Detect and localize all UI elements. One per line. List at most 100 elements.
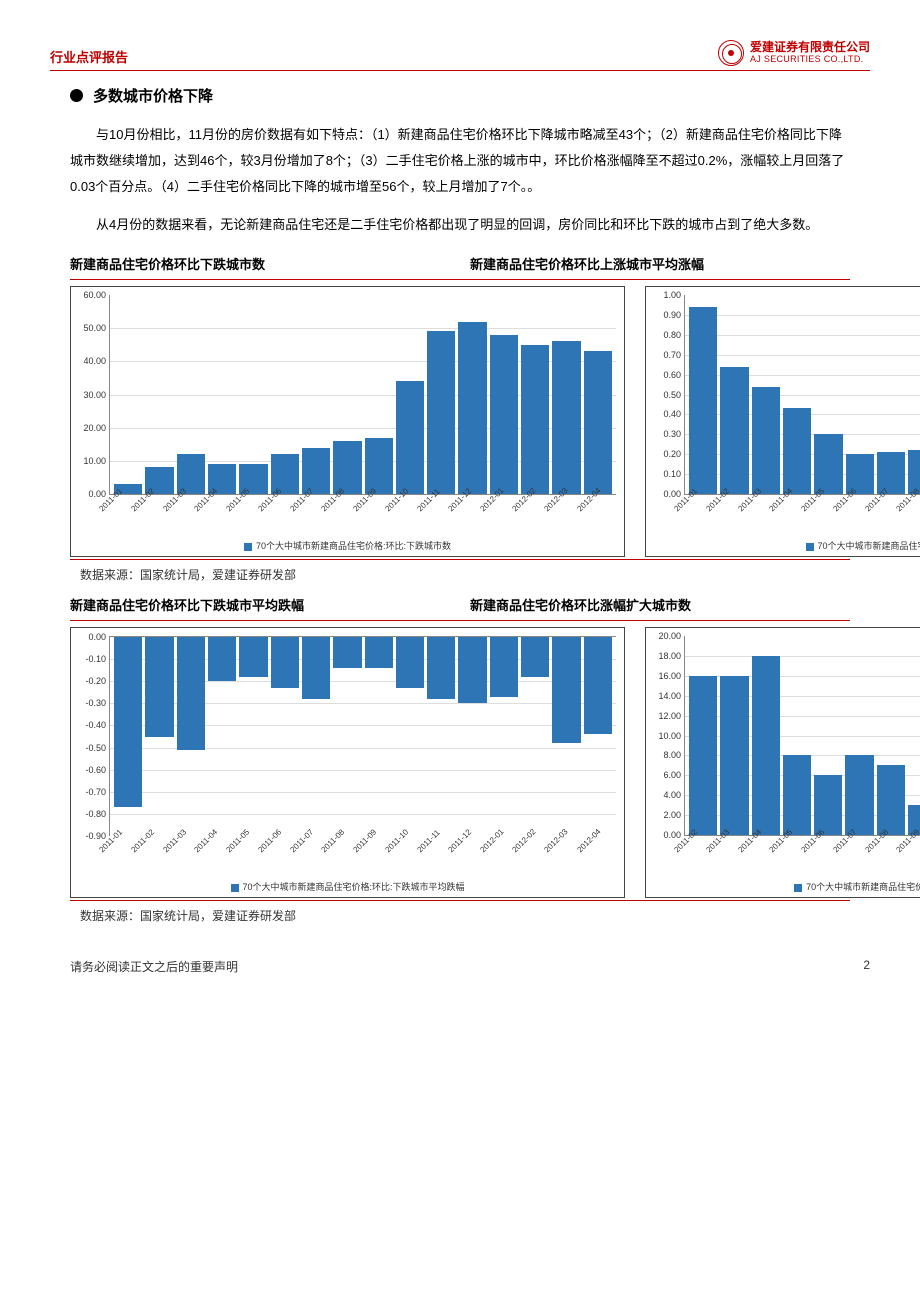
bar xyxy=(271,637,299,688)
bar xyxy=(521,345,549,494)
bar xyxy=(552,637,580,743)
chart-cell: 0.002.004.006.008.0010.0012.0014.0016.00… xyxy=(645,627,920,898)
chart-plot: 0.0010.0020.0030.0040.0050.0060.00 xyxy=(109,295,616,495)
bar xyxy=(752,387,780,494)
bar xyxy=(145,637,173,737)
legend-label: 70个大中城市新建商品住宅价格:环比:涨幅扩大城市数 xyxy=(806,882,920,892)
y-tick-label: 0.00 xyxy=(72,632,106,642)
section-title: 多数城市价格下降 xyxy=(93,85,213,106)
chart-frame: 0.0010.0020.0030.0040.0050.0060.002011-0… xyxy=(70,286,625,557)
paragraph-1: 与10月份相比，11月份的房价数据有如下特点：（1）新建商品住宅价格环比下降城市… xyxy=(70,122,850,200)
doc-type-label: 行业点评报告 xyxy=(50,47,128,66)
bar xyxy=(720,676,748,835)
company-name-en: AJ SECURITIES CO.,LTD. xyxy=(750,55,870,65)
y-tick-label: 40.00 xyxy=(72,356,106,366)
y-tick-label: 0.20 xyxy=(647,449,681,459)
y-tick-label: 0.70 xyxy=(647,350,681,360)
bar xyxy=(490,335,518,494)
charts-row-1: 0.0010.0020.0030.0040.0050.0060.002011-0… xyxy=(50,286,870,557)
logo-icon xyxy=(718,40,744,66)
bars-container xyxy=(685,295,920,494)
bar xyxy=(584,351,612,494)
legend-swatch xyxy=(244,543,252,551)
bar xyxy=(490,637,518,697)
chart-title: 新建商品住宅价格环比下跌城市数 xyxy=(70,250,450,277)
bars-container xyxy=(110,295,616,494)
y-tick-label: 60.00 xyxy=(72,290,106,300)
chart-frame: 0.000.100.200.300.400.500.600.700.800.90… xyxy=(645,286,920,557)
y-tick-label: 20.00 xyxy=(72,423,106,433)
bar xyxy=(365,438,393,494)
chart-titles-row-2: 新建商品住宅价格环比下跌城市平均跌幅 新建商品住宅价格环比涨幅扩大城市数 xyxy=(50,591,870,618)
y-tick-label: 0.80 xyxy=(647,330,681,340)
chart-cell: 0.000.100.200.300.400.500.600.700.800.90… xyxy=(645,286,920,557)
data-source: 数据来源：国家统计局，爱建证券研发部 xyxy=(80,566,870,583)
bar xyxy=(689,307,717,494)
bar xyxy=(552,341,580,494)
y-tick-label: -0.50 xyxy=(72,743,106,753)
chart-plot: 0.000.100.200.300.400.500.600.700.800.90… xyxy=(684,295,920,495)
bar xyxy=(845,755,873,835)
page-number: 2 xyxy=(863,958,870,975)
y-tick-label: 0.30 xyxy=(647,429,681,439)
bar xyxy=(333,637,361,668)
x-labels: 2011-012011-022011-032011-042011-052011-… xyxy=(71,497,624,537)
bullet-icon xyxy=(70,89,83,102)
y-tick-label: 1.00 xyxy=(647,290,681,300)
chart-legend: 70个大中城市新建商品住宅价格:环比:上涨城市平均涨幅 xyxy=(646,537,920,556)
y-tick-label: 0.90 xyxy=(647,310,681,320)
bar xyxy=(114,637,142,807)
chart-titles-row-1: 新建商品住宅价格环比下跌城市数 新建商品住宅价格环比上涨城市平均涨幅 xyxy=(50,250,870,277)
y-tick-label: 14.00 xyxy=(647,691,681,701)
y-tick-label: -0.60 xyxy=(72,765,106,775)
x-labels: 2011-022011-032011-042011-052011-062011-… xyxy=(646,838,920,878)
y-tick-label: 0.40 xyxy=(647,409,681,419)
bar xyxy=(302,637,330,699)
y-tick-label: 50.00 xyxy=(72,323,106,333)
header-divider xyxy=(50,70,870,71)
data-source: 数据来源：国家统计局，爱建证券研发部 xyxy=(80,907,870,924)
bar xyxy=(177,637,205,750)
bar xyxy=(239,637,267,677)
bar xyxy=(689,676,717,835)
y-tick-label: -0.80 xyxy=(72,809,106,819)
bar xyxy=(302,448,330,494)
bar xyxy=(458,322,486,494)
y-tick-label: 2.00 xyxy=(647,810,681,820)
chart-legend: 70个大中城市新建商品住宅价格:环比:涨幅扩大城市数 xyxy=(646,878,920,897)
bar xyxy=(521,637,549,677)
x-labels: 2011-012011-022011-032011-042011-052011-… xyxy=(71,838,624,878)
legend-swatch xyxy=(806,543,814,551)
page: 行业点评报告 爱建证券有限责任公司 AJ SECURITIES CO.,LTD.… xyxy=(0,0,920,948)
company-logo-block: 爱建证券有限责任公司 AJ SECURITIES CO.,LTD. xyxy=(718,40,870,66)
chart-divider xyxy=(70,620,850,621)
y-tick-label: -0.30 xyxy=(72,698,106,708)
y-tick-label: 0.00 xyxy=(647,489,681,499)
y-tick-label: 0.50 xyxy=(647,390,681,400)
bar xyxy=(720,367,748,494)
y-tick-label: 6.00 xyxy=(647,770,681,780)
bar xyxy=(333,441,361,494)
legend-label: 70个大中城市新建商品住宅价格:环比:下跌城市数 xyxy=(256,541,451,551)
chart-cell: -0.90-0.80-0.70-0.60-0.50-0.40-0.30-0.20… xyxy=(70,627,625,898)
chart-cell: 0.0010.0020.0030.0040.0050.0060.002011-0… xyxy=(70,286,625,557)
y-tick-label: 4.00 xyxy=(647,790,681,800)
y-tick-label: -0.10 xyxy=(72,654,106,664)
bar xyxy=(877,765,905,835)
chart-title: 新建商品住宅价格环比下跌城市平均跌幅 xyxy=(70,591,450,618)
bar xyxy=(783,408,811,494)
bar xyxy=(458,637,486,703)
company-name-block: 爱建证券有限责任公司 AJ SECURITIES CO.,LTD. xyxy=(750,41,870,64)
y-tick-label: 0.00 xyxy=(647,830,681,840)
x-labels: 2011-012011-022011-032011-042011-052011-… xyxy=(646,497,920,537)
bar xyxy=(396,637,424,688)
y-tick-label: 30.00 xyxy=(72,390,106,400)
y-tick-label: 20.00 xyxy=(647,631,681,641)
bar xyxy=(814,434,842,494)
bar xyxy=(427,637,455,699)
section-heading: 多数城市价格下降 xyxy=(70,85,870,106)
chart-title: 新建商品住宅价格环比涨幅扩大城市数 xyxy=(470,591,850,618)
bars-container xyxy=(685,636,920,835)
chart-plot: -0.90-0.80-0.70-0.60-0.50-0.40-0.30-0.20… xyxy=(109,636,616,836)
legend-label: 70个大中城市新建商品住宅价格:环比:下跌城市平均跌幅 xyxy=(243,882,465,892)
